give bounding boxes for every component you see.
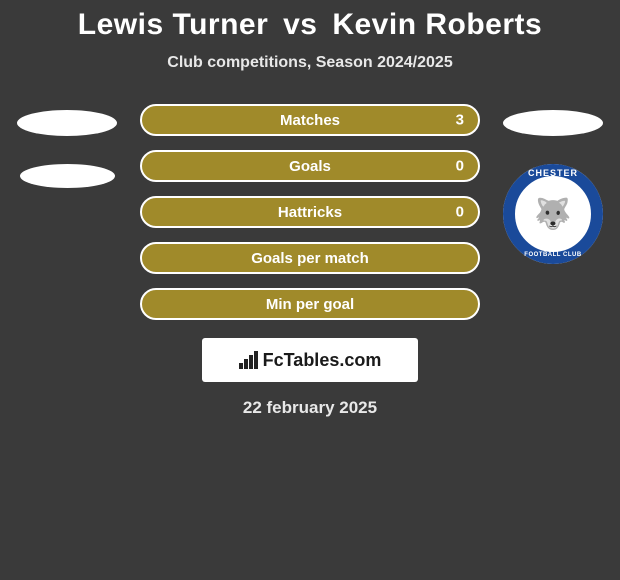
stat-value: 0 — [456, 158, 464, 175]
stat-label: Goals — [289, 158, 331, 175]
stat-bar-matches: Matches 3 — [140, 104, 480, 136]
comparison-infographic: Lewis Turner vs Kevin Roberts Club compe… — [0, 0, 620, 418]
stat-label: Matches — [280, 112, 340, 129]
wolf-icon: 🐺 — [534, 197, 571, 232]
subtitle: Club competitions, Season 2024/2025 — [167, 54, 452, 72]
badge-inner: 🐺 — [522, 183, 584, 245]
player1-name: Lewis Turner — [78, 8, 268, 41]
player2-name: Kevin Roberts — [332, 8, 542, 41]
stat-bar-goals: Goals 0 — [140, 150, 480, 182]
stat-label: Min per goal — [266, 296, 354, 313]
page-title: Lewis Turner vs Kevin Roberts — [78, 8, 542, 42]
stat-value: 0 — [456, 204, 464, 221]
stat-value: 3 — [456, 112, 464, 129]
stat-bar-hattricks: Hattricks 0 — [140, 196, 480, 228]
club-badge-chester: CHESTER 🐺 FOOTBALL CLUB — [503, 164, 603, 264]
brand-text: FcTables.com — [263, 350, 382, 371]
left-placeholder-1 — [17, 110, 117, 136]
left-placeholder-2 — [20, 164, 115, 188]
stat-label: Hattricks — [278, 204, 342, 221]
stat-bars-column: Matches 3 Goals 0 Hattricks 0 Goals per … — [140, 104, 480, 320]
brand-box: FcTables.com — [202, 338, 418, 382]
stat-label: Goals per match — [251, 250, 369, 267]
stat-bar-goals-per-match: Goals per match — [140, 242, 480, 274]
left-column — [12, 104, 122, 188]
bar-chart-icon — [239, 351, 259, 369]
stats-area: Matches 3 Goals 0 Hattricks 0 Goals per … — [0, 104, 620, 320]
stat-bar-min-per-goal: Min per goal — [140, 288, 480, 320]
badge-text-top: CHESTER — [528, 168, 578, 178]
right-placeholder-1 — [503, 110, 603, 136]
vs-separator: vs — [283, 8, 317, 41]
right-column: CHESTER 🐺 FOOTBALL CLUB — [498, 104, 608, 264]
date-text: 22 february 2025 — [243, 398, 377, 418]
badge-text-bottom: FOOTBALL CLUB — [524, 252, 581, 258]
